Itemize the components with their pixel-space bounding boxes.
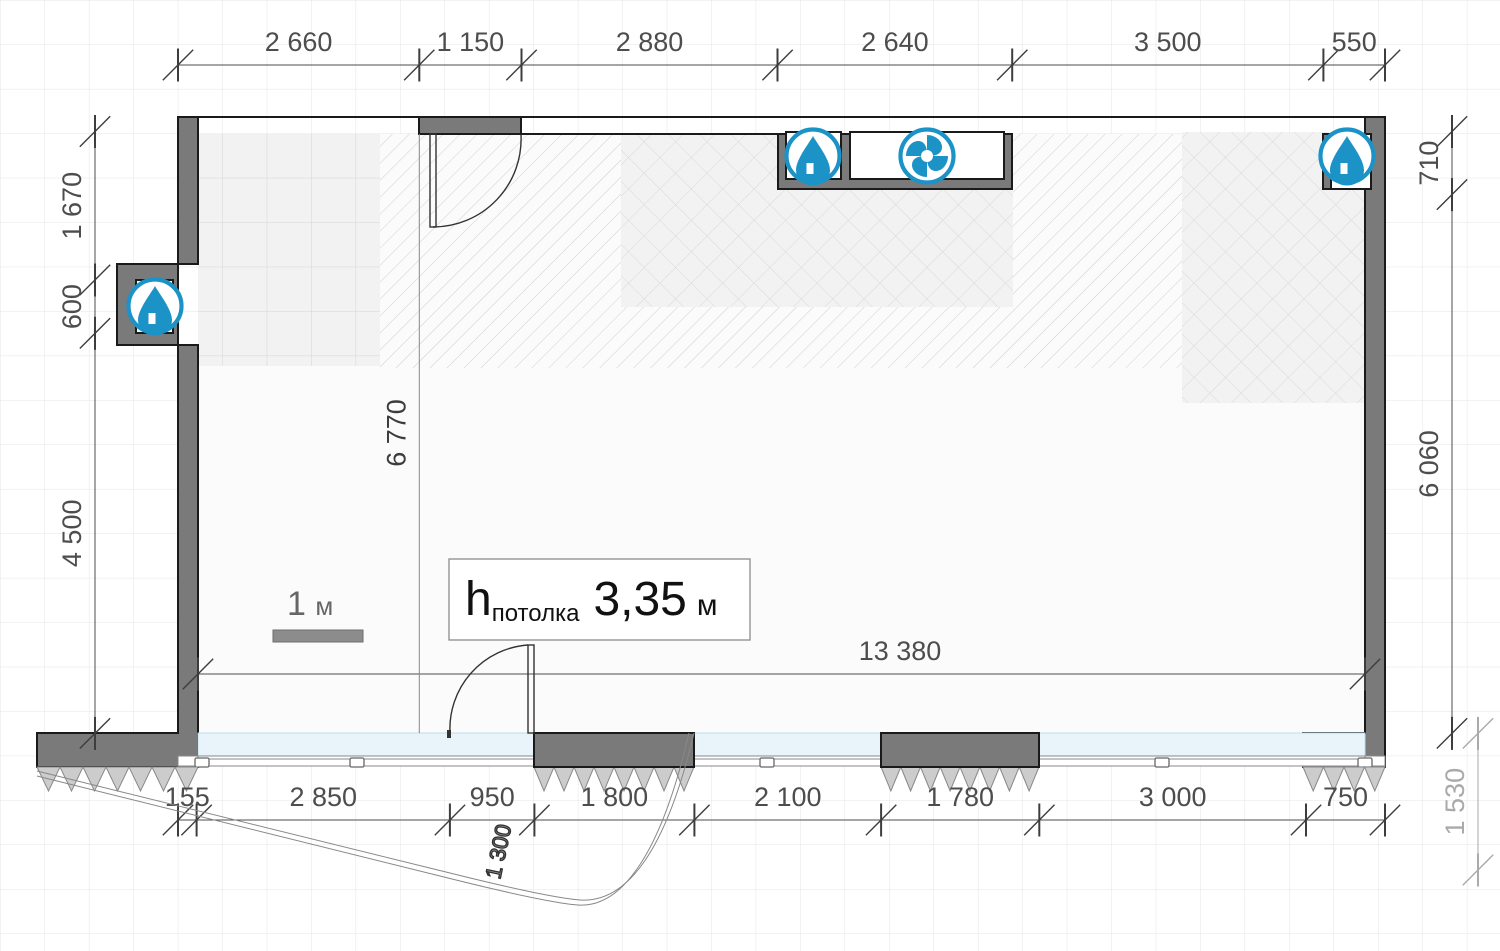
svg-text:1 800: 1 800: [581, 782, 649, 812]
svg-text:1 670: 1 670: [57, 172, 87, 240]
svg-text:2 880: 2 880: [616, 27, 684, 57]
svg-text:3 000: 3 000: [1139, 782, 1207, 812]
svg-text:4 500: 4 500: [57, 500, 87, 568]
svg-text:1 780: 1 780: [926, 782, 994, 812]
svg-text:3 500: 3 500: [1134, 27, 1202, 57]
svg-text:6 770: 6 770: [381, 399, 411, 467]
svg-text:550: 550: [1332, 27, 1377, 57]
svg-text:155: 155: [165, 782, 210, 812]
svg-text:2 640: 2 640: [861, 27, 929, 57]
svg-text:13 380: 13 380: [859, 636, 942, 666]
svg-text:950: 950: [470, 782, 515, 812]
svg-text:2 100: 2 100: [754, 782, 822, 812]
svg-text:1 530: 1 530: [1440, 768, 1470, 836]
svg-text:2 850: 2 850: [290, 782, 358, 812]
svg-text:2 660: 2 660: [265, 27, 333, 57]
svg-text:6 060: 6 060: [1414, 430, 1444, 498]
svg-text:1 м: 1 м: [287, 585, 333, 623]
svg-text:710: 710: [1414, 141, 1444, 186]
svg-text:750: 750: [1323, 782, 1368, 812]
svg-text:1 150: 1 150: [437, 27, 505, 57]
svg-text:600: 600: [57, 284, 87, 329]
